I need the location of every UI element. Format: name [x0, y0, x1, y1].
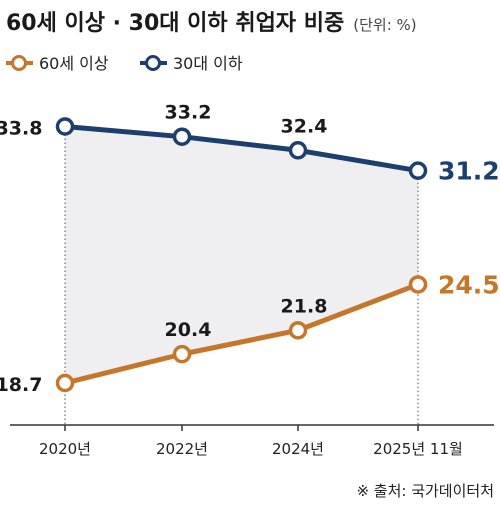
data-point: [172, 127, 192, 146]
data-point: [55, 373, 75, 393]
data-point: [408, 275, 428, 294]
legend-item-younger: 30대 이하: [140, 54, 243, 73]
chart-title: 60세 이상 · 30대 이하 취업자 비중 (단위: %): [6, 11, 417, 36]
data-label: 20.4: [165, 319, 212, 341]
x-tick-label: 2024년: [272, 440, 324, 458]
data-label: 24.5: [438, 270, 500, 299]
source-note: ※ 출처: 국가데이터처: [356, 482, 494, 500]
series-line: [64, 124, 419, 174]
x-axis-ticks: 2020년 2022년 2024년 2025년 11월: [39, 425, 463, 458]
legend-label-older: 60세 이상: [39, 54, 109, 73]
data-label: 32.4: [281, 115, 328, 137]
x-tick-label: 2020년: [39, 440, 91, 458]
data-label: 18.7: [0, 374, 42, 396]
legend-label-younger: 30대 이하: [173, 54, 243, 73]
data-label: 31.2: [438, 157, 500, 186]
data-point: [408, 161, 428, 180]
shaded-area: [65, 126, 418, 383]
data-point: [172, 344, 192, 364]
legend-marker-older: [11, 55, 27, 71]
legend-item-older: 60세 이상: [6, 54, 109, 73]
x-tick-label: 2025년 11월: [373, 440, 463, 458]
data-label: 21.8: [281, 295, 328, 317]
series-lines: [55, 117, 428, 393]
data-point: [55, 117, 75, 136]
series-line: [64, 282, 419, 386]
data-label: 33.2: [165, 102, 212, 124]
data-point: [288, 321, 308, 340]
legend-marker-younger: [145, 55, 161, 71]
data-point: [288, 141, 308, 160]
data-labels: 18.7 20.4 21.8 24.5 33.8 33.2 32.4 31.2: [0, 102, 500, 396]
legend: 60세 이상 30대 이하: [6, 54, 243, 73]
chart-unit-note: (단위: %): [353, 16, 416, 34]
chart-title-main: 60세 이상 · 30대 이하 취업자 비중: [6, 11, 344, 36]
data-label: 33.8: [0, 118, 42, 140]
shaded-band: [65, 126, 418, 383]
x-tick-label: 2022년: [156, 440, 208, 458]
